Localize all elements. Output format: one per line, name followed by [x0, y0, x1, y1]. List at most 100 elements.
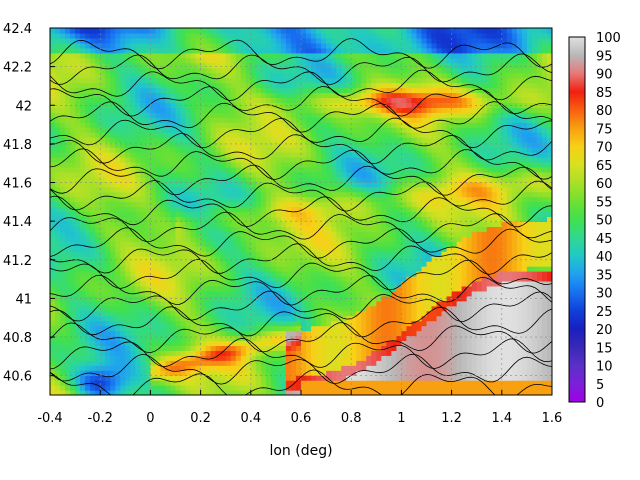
heatmap-cell	[90, 181, 96, 188]
heatmap-cell	[321, 315, 327, 322]
heatmap-cell	[301, 325, 307, 332]
heatmap-cell	[351, 251, 357, 257]
heatmap-cell	[371, 330, 377, 337]
heatmap-cell	[95, 181, 101, 188]
heatmap-cell	[285, 390, 292, 395]
heatmap-cell	[190, 271, 197, 277]
heatmap-cell	[366, 246, 372, 252]
heatmap-cell	[321, 290, 327, 297]
heatmap-cell	[130, 271, 136, 277]
heatmap-cell	[461, 191, 468, 198]
heatmap-cell	[381, 196, 387, 203]
heatmap-cell	[446, 330, 453, 337]
heatmap-cell	[65, 380, 71, 386]
heatmap-cell	[376, 251, 382, 257]
heatmap-cell	[546, 256, 552, 262]
heatmap-cell	[225, 385, 232, 391]
heatmap-cell	[516, 375, 523, 381]
heatmap-cell	[306, 166, 312, 173]
heatmap-cell	[140, 226, 146, 232]
heatmap-cell	[55, 330, 61, 337]
heatmap-cell	[356, 206, 362, 213]
heatmap-cell	[481, 161, 488, 168]
heatmap-cell	[290, 171, 297, 178]
heatmap-cell	[351, 181, 357, 188]
heatmap-cell	[411, 201, 418, 208]
heatmap-cell	[331, 181, 337, 188]
heatmap-cell	[486, 365, 493, 371]
heatmap-cell	[546, 380, 552, 386]
heatmap-cell	[391, 355, 397, 361]
heatmap-cell	[170, 365, 177, 371]
heatmap-cell	[526, 226, 533, 232]
heatmap-cell	[170, 355, 177, 361]
heatmap-cell	[431, 380, 438, 386]
heatmap-cell	[456, 246, 463, 252]
heatmap-cell	[396, 380, 402, 386]
heatmap-cell	[341, 360, 347, 366]
heatmap-cell	[381, 211, 387, 218]
heatmap-cell	[165, 171, 172, 178]
heatmap-cell	[235, 290, 242, 297]
heatmap-cell	[180, 345, 187, 351]
heatmap-cell	[250, 166, 257, 173]
heatmap-cell	[155, 236, 162, 242]
heatmap-cell	[531, 196, 538, 203]
heatmap-cell	[456, 280, 463, 287]
heatmap-cell	[240, 340, 247, 347]
heatmap-cell	[150, 266, 157, 272]
heatmap-cell	[235, 280, 242, 287]
heatmap-cell	[351, 211, 357, 218]
heatmap-cell	[301, 166, 307, 173]
heatmap-cell	[396, 161, 402, 168]
heatmap-cell	[496, 375, 503, 381]
heatmap-cell	[205, 345, 212, 351]
heatmap-cell	[496, 221, 503, 227]
heatmap-cell	[426, 221, 433, 227]
heatmap-cell	[541, 345, 548, 351]
heatmap-cell	[431, 360, 438, 366]
heatmap-cell	[235, 221, 242, 227]
heatmap-cell	[411, 241, 418, 247]
heatmap-cell	[295, 360, 302, 366]
heatmap-cell	[175, 350, 182, 356]
heatmap-cell	[421, 375, 428, 381]
heatmap-cell	[170, 181, 177, 188]
heatmap-cell	[95, 166, 101, 173]
heatmap-cell	[351, 375, 357, 381]
heatmap-cell	[150, 380, 157, 386]
heatmap-cell	[366, 350, 372, 356]
heatmap-cell	[180, 365, 187, 371]
heatmap-cell	[295, 226, 302, 232]
heatmap-cell	[541, 166, 548, 173]
heatmap-cell	[316, 350, 322, 356]
heatmap-cell	[301, 315, 307, 322]
heatmap-cell	[65, 216, 71, 223]
heatmap-cell	[250, 345, 257, 351]
heatmap-cell	[326, 261, 332, 267]
heatmap-cell	[120, 295, 126, 302]
heatmap-cell	[506, 330, 513, 337]
heatmap-cell	[421, 241, 428, 247]
heatmap-cell	[391, 335, 397, 342]
heatmap-cell	[366, 231, 372, 237]
heatmap-cell	[526, 186, 533, 193]
heatmap-cell	[306, 261, 312, 267]
heatmap-cell	[496, 275, 503, 282]
heatmap-cell	[105, 181, 111, 188]
heatmap-cell	[541, 226, 548, 232]
heatmap-cell	[155, 211, 162, 218]
heatmap-cell	[280, 310, 287, 317]
heatmap-cell	[160, 266, 167, 272]
heatmap-cell	[361, 201, 367, 208]
heatmap-cell	[506, 271, 513, 277]
heatmap-cell	[245, 181, 252, 188]
heatmap-cell	[175, 390, 182, 395]
heatmap-cell	[496, 147, 503, 153]
heatmap-cell	[295, 236, 302, 242]
heatmap-cell	[336, 216, 342, 223]
heatmap-cell	[411, 231, 418, 237]
heatmap-cell	[105, 370, 111, 376]
heatmap-cell	[371, 201, 377, 208]
heatmap-cell	[155, 285, 162, 292]
